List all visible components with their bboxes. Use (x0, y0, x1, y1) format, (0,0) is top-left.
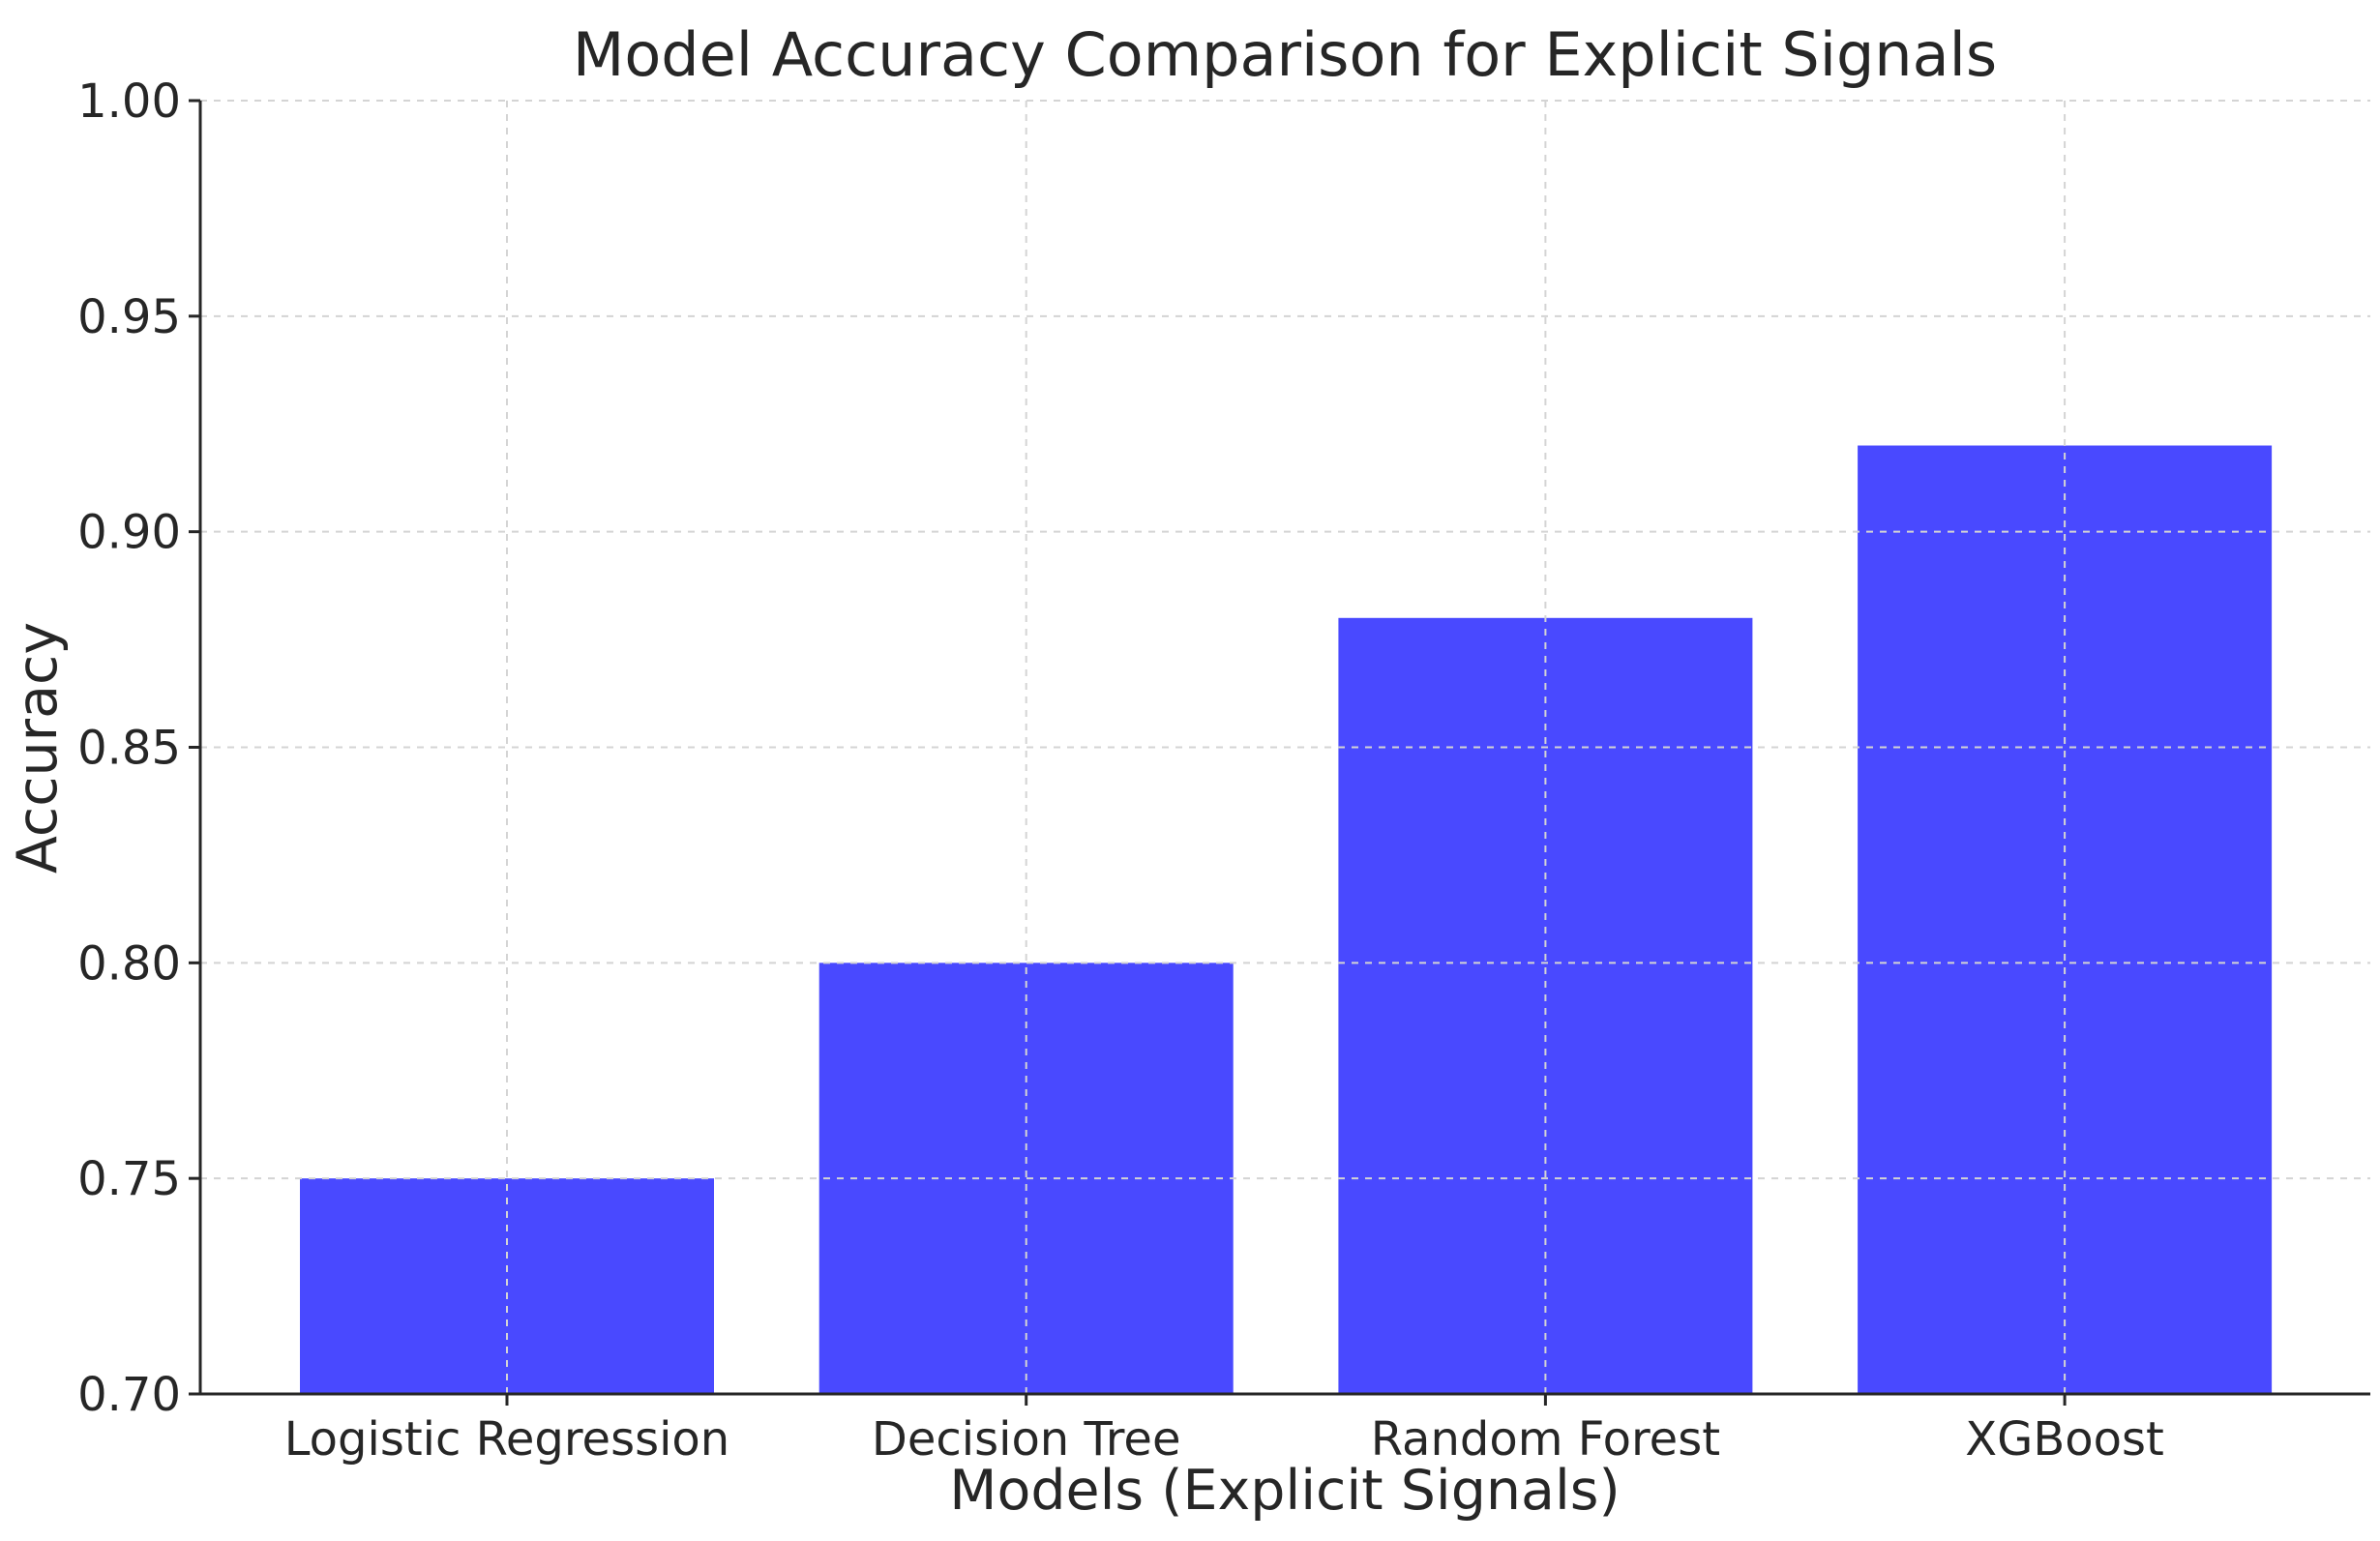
bar (1338, 617, 1753, 1394)
bars (300, 445, 2273, 1394)
y-tick-labels: 0.70 0.75 0.80 0.85 0.90 0.95 1.00 (77, 74, 200, 1422)
x-axis-label: Models (Explicit Signals) (949, 1459, 1620, 1523)
y-tick-label: 0.75 (77, 1152, 181, 1206)
x-tick-label: Random Forest (1371, 1412, 1720, 1467)
y-tick-label: 0.70 (77, 1368, 181, 1422)
y-tick-label: 0.85 (77, 722, 181, 776)
grid-lines (200, 100, 2370, 1394)
x-tick-labels: Logistic Regression Decision Tree Random F… (284, 1394, 2164, 1467)
y-tick-label: 0.95 (77, 290, 181, 344)
x-tick-label: XGBoost (1965, 1412, 2164, 1467)
x-tick-label: Decision Tree (872, 1412, 1181, 1467)
y-tick-label: 1.00 (77, 74, 181, 129)
y-axis-label: Accuracy (6, 622, 70, 874)
chart-title: Model Accuracy Comparison for Explicit S… (573, 19, 1997, 90)
y-tick-label: 0.80 (77, 936, 181, 991)
x-tick-label: Logistic Regression (284, 1412, 729, 1467)
y-tick-label: 0.90 (77, 506, 181, 560)
